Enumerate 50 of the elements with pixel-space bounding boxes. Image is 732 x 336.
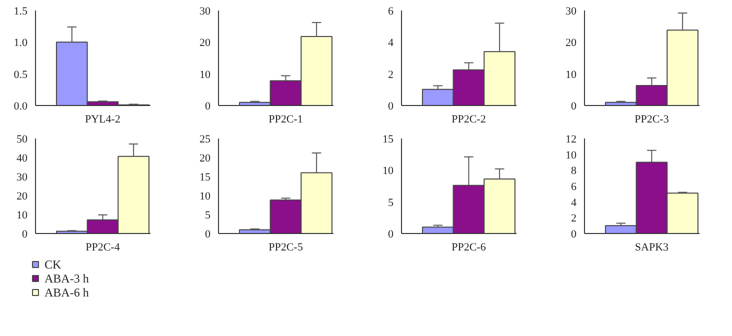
x-tick-label: PP2C-3 — [634, 114, 670, 126]
y-tick-label: 25 — [200, 134, 211, 146]
y-tick-label: 10 — [566, 68, 577, 81]
y-tick-label: 20 — [566, 37, 577, 50]
y-tick-label: 20 — [16, 190, 28, 202]
y-tick-label: 20 — [200, 152, 211, 164]
x-tick-label: PP2C-1 — [268, 114, 303, 126]
y-tick-label: 6 — [388, 6, 394, 18]
y-tick-label: 0.0 — [14, 100, 28, 112]
x-tick-label: PP2C-5 — [268, 242, 304, 254]
legend-label: ABA-6 h — [44, 286, 89, 300]
y-tick-label: 8 — [571, 165, 577, 178]
y-tick-label: 50 — [16, 134, 28, 146]
y-tick-label: 40 — [16, 152, 28, 164]
y-tick-label: 0 — [571, 228, 577, 240]
y-tick-label: 15 — [200, 172, 211, 184]
y-tick-label: 10 — [382, 165, 394, 178]
y-tick-label: 0 — [388, 228, 394, 240]
y-tick-label: 5 — [388, 196, 394, 209]
y-tick-label: 0 — [205, 100, 211, 112]
y-tick-label: 20 — [200, 37, 211, 50]
x-tick-label: PYL4-2 — [84, 114, 120, 126]
y-tick-label: 30 — [200, 6, 211, 18]
y-tick-label: 12 — [566, 134, 576, 146]
y-tick-label: 6 — [571, 181, 577, 193]
x-tick-label: PP2C-6 — [452, 242, 486, 254]
y-tick-label: 0.5 — [14, 68, 28, 81]
y-tick-label: 10 — [16, 210, 28, 222]
x-tick-label: PP2C-4 — [86, 242, 120, 254]
y-tick-label: 10 — [200, 190, 211, 202]
y-tick-label: 10 — [566, 149, 577, 162]
y-tick-label: 4 — [571, 196, 577, 209]
y-tick-label: 0 — [205, 228, 211, 240]
y-tick-label: 10 — [200, 68, 211, 81]
y-tick-label: 0 — [571, 100, 577, 112]
y-tick-label: 1.5 — [14, 6, 28, 18]
y-tick-label: 2 — [571, 212, 576, 225]
legend-label: CK — [44, 258, 62, 272]
y-tick-label: 0 — [22, 228, 28, 240]
legend-label: ABA-3 h — [44, 272, 89, 286]
y-tick-label: 2 — [388, 68, 394, 81]
x-tick-label: PP2C-2 — [452, 114, 486, 126]
y-tick-label: 30 — [16, 172, 28, 184]
y-tick-label: 15 — [382, 134, 394, 146]
y-tick-label: 30 — [566, 6, 577, 18]
y-tick-label: 5 — [205, 210, 211, 222]
y-tick-label: 0 — [388, 100, 394, 112]
y-tick-label: 1.0 — [14, 37, 28, 50]
y-tick-label: 4 — [388, 37, 394, 50]
x-tick-label: SAPK3 — [634, 242, 670, 254]
